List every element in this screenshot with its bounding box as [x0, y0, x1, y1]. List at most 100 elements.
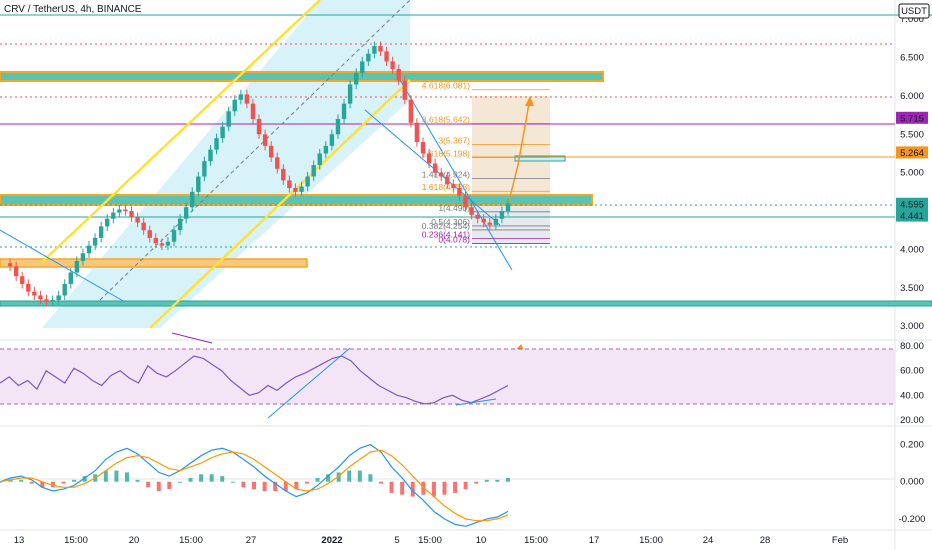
signal-line[interactable] — [0, 449, 509, 522]
candle-body — [323, 145, 329, 154]
macd-bar — [135, 479, 140, 482]
channel-upper[interactable] — [41, 0, 321, 263]
projection-arrow[interactable] — [507, 97, 531, 206]
fib-label-0: 4.618(6.081) — [422, 81, 470, 91]
candles-layer — [7, 41, 511, 307]
channel-fill — [42, 0, 410, 328]
price-tick-7: 3.500 — [900, 283, 924, 294]
price-axis[interactable]: 7.0006.5006.0005.5005.0004.5004.0003.500… — [900, 14, 924, 332]
candle-body — [481, 218, 486, 223]
time-tick-10: 17 — [589, 535, 600, 546]
rsi-tick-3: 20.00 — [900, 415, 924, 426]
fib-label-5: 1.414(4.924) — [422, 170, 470, 180]
rsi-divergence-3[interactable] — [171, 332, 213, 344]
time-axis[interactable]: 13 15:00 20 15:00 27 2022 5 15:00 10 15:00 17 15:00… — [14, 535, 848, 546]
candle-body — [50, 300, 55, 302]
macd-line[interactable] — [0, 443, 509, 527]
candle-body — [305, 176, 310, 187]
candle-body — [268, 145, 274, 158]
support-zone[interactable] — [0, 194, 593, 206]
projection-arrow-head — [525, 96, 534, 106]
candle-body — [20, 276, 25, 284]
macd-bar — [146, 481, 151, 488]
candle-body — [7, 263, 13, 267]
macd-axis[interactable]: 0.200 0.000 -0.200 — [899, 440, 926, 525]
time-tick-9: 15:00 — [524, 535, 548, 546]
price-tick-8: 3.000 — [900, 321, 924, 332]
time-tick-6: 5 — [394, 535, 399, 546]
candle-body — [396, 69, 401, 81]
resistance-zone[interactable] — [0, 71, 604, 82]
bottom-zone[interactable] — [0, 300, 932, 307]
macd-histogram — [0, 470, 510, 497]
candle-body — [111, 212, 116, 219]
price-tick-0: 7.000 — [900, 14, 924, 25]
macd-bar — [188, 478, 193, 482]
macd-bar — [72, 479, 77, 482]
candle-body — [80, 253, 86, 261]
candle-body — [62, 283, 67, 296]
macd-bar — [220, 476, 225, 482]
candle-body — [74, 260, 80, 273]
macd-bar — [453, 481, 458, 493]
trendline-down-2[interactable] — [364, 109, 501, 226]
candle-body — [353, 72, 359, 85]
macd-bar — [463, 481, 468, 490]
fib-label-8: 0.382(4.254) — [422, 221, 470, 231]
candle-body — [426, 153, 432, 164]
price-badge-4: 4.441 — [900, 211, 924, 222]
rsi-axis[interactable]: 80.00 60.00 40.00 20.00 — [900, 341, 924, 426]
candle-body — [457, 188, 462, 196]
time-tick-3: 15:00 — [179, 535, 203, 546]
fib-label-10: 0(4.078) — [438, 234, 470, 244]
fibonacci-extension[interactable]: 4.618(6.081) 3.618(5.642) 3(5.367) 2.618(5.… — [422, 81, 550, 245]
macd-bar — [379, 481, 383, 484]
macd-bar — [347, 470, 352, 482]
candle-body — [420, 141, 426, 154]
price-tick-3: 5.500 — [900, 129, 924, 140]
rsi-divergence-2[interactable] — [455, 398, 497, 406]
symbol-title[interactable]: CRV / TetherUS, 4h, BINANCE — [4, 4, 142, 15]
macd-bar — [50, 481, 55, 488]
macd-bar — [8, 479, 13, 482]
candle-body — [129, 211, 134, 218]
macd-bar — [294, 481, 299, 490]
macd-bar — [40, 481, 45, 488]
macd-bar — [421, 481, 426, 495]
candle-body — [360, 61, 365, 73]
channel-lower[interactable] — [149, 79, 411, 329]
macd-bar — [252, 481, 256, 490]
candle-body — [463, 195, 468, 208]
macd-bar — [304, 481, 309, 484]
time-tick-7: 15:00 — [418, 535, 442, 546]
macd-bar — [336, 472, 341, 482]
candle-body — [414, 122, 420, 142]
fib-label-9: 0.236(4.141) — [422, 230, 470, 240]
candle-body — [214, 138, 219, 150]
drawings-layer[interactable] — [0, 0, 932, 383]
lower-support-zone[interactable] — [0, 258, 308, 268]
macd-bar — [368, 474, 373, 482]
rsi-line[interactable] — [0, 355, 509, 405]
price-badge-bg-2 — [896, 197, 928, 210]
price-badge-0: 5.715 — [900, 113, 924, 124]
target-box[interactable] — [514, 155, 566, 162]
candle-body — [499, 211, 505, 219]
usdt-badge[interactable]: USDT — [901, 6, 927, 17]
candle-body — [165, 241, 171, 246]
trendline-left[interactable] — [0, 229, 126, 303]
channel-mid[interactable] — [99, 0, 411, 301]
macd-bar — [474, 481, 479, 484]
candle-body — [26, 283, 31, 292]
candle-body — [439, 172, 444, 177]
rsi-tick-2: 40.00 — [900, 390, 924, 401]
macd-bar — [103, 470, 108, 482]
macd-bar — [273, 481, 278, 491]
macd-bar — [19, 479, 24, 482]
fib-label-3: 2.618(5.198) — [422, 148, 470, 158]
candle-body — [56, 295, 61, 301]
rsi-divergence-1[interactable] — [267, 347, 351, 419]
macd-bar — [431, 481, 436, 497]
